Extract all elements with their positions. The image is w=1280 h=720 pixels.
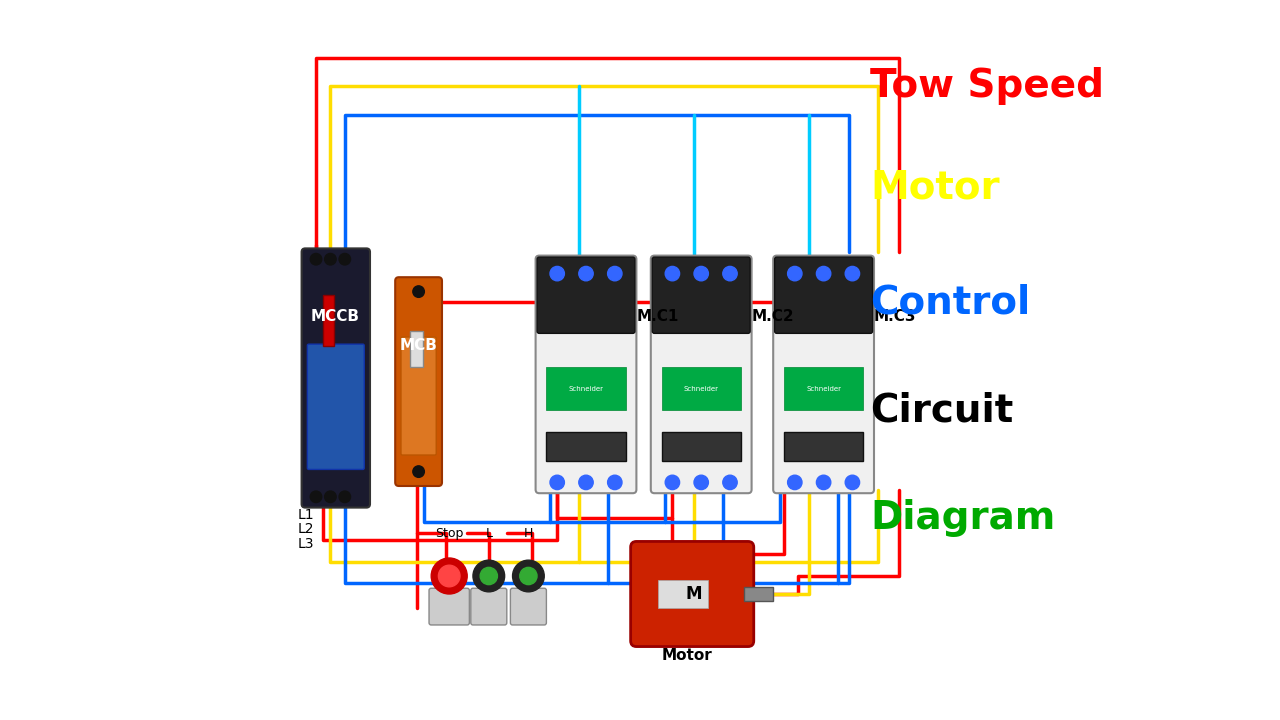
Circle shape bbox=[310, 491, 321, 503]
Circle shape bbox=[608, 475, 622, 490]
Circle shape bbox=[413, 286, 425, 297]
Text: Schneider: Schneider bbox=[806, 386, 841, 392]
Circle shape bbox=[845, 266, 860, 281]
Text: Stop: Stop bbox=[435, 527, 463, 540]
FancyBboxPatch shape bbox=[511, 588, 547, 625]
Circle shape bbox=[480, 567, 498, 585]
Text: Schneider: Schneider bbox=[684, 386, 718, 392]
Circle shape bbox=[325, 491, 337, 503]
Text: L: L bbox=[485, 527, 493, 540]
FancyBboxPatch shape bbox=[631, 541, 754, 647]
FancyBboxPatch shape bbox=[429, 588, 470, 625]
Text: Schneider: Schneider bbox=[568, 386, 603, 392]
Circle shape bbox=[723, 266, 737, 281]
Text: Circuit: Circuit bbox=[870, 392, 1014, 429]
Bar bbox=[547, 432, 626, 461]
Bar bbox=[662, 432, 741, 461]
Bar bbox=[662, 367, 741, 410]
Text: Diagram: Diagram bbox=[870, 500, 1056, 537]
Bar bbox=[745, 587, 773, 601]
FancyBboxPatch shape bbox=[538, 257, 635, 333]
Circle shape bbox=[339, 253, 351, 265]
Circle shape bbox=[666, 475, 680, 490]
FancyBboxPatch shape bbox=[774, 257, 873, 333]
Circle shape bbox=[339, 491, 351, 503]
Text: M.C1: M.C1 bbox=[636, 310, 678, 324]
Bar bbox=[547, 367, 626, 410]
Circle shape bbox=[694, 475, 708, 490]
Text: MCB: MCB bbox=[399, 338, 438, 353]
FancyBboxPatch shape bbox=[471, 588, 507, 625]
Circle shape bbox=[723, 475, 737, 490]
Text: M.C3: M.C3 bbox=[874, 310, 916, 324]
Circle shape bbox=[817, 266, 831, 281]
FancyBboxPatch shape bbox=[773, 256, 874, 493]
Circle shape bbox=[550, 266, 564, 281]
Text: L1: L1 bbox=[298, 508, 315, 522]
FancyBboxPatch shape bbox=[401, 337, 436, 455]
Text: H: H bbox=[524, 527, 532, 540]
FancyBboxPatch shape bbox=[302, 248, 370, 508]
Circle shape bbox=[579, 266, 593, 281]
Text: M.C2: M.C2 bbox=[751, 310, 794, 324]
Circle shape bbox=[520, 567, 538, 585]
Text: L2: L2 bbox=[298, 522, 315, 536]
Text: M: M bbox=[686, 585, 703, 603]
Circle shape bbox=[787, 475, 803, 490]
Circle shape bbox=[608, 266, 622, 281]
Bar bbox=[658, 580, 708, 608]
Circle shape bbox=[666, 266, 680, 281]
Text: Motor: Motor bbox=[662, 648, 712, 662]
Circle shape bbox=[817, 475, 831, 490]
Text: Control: Control bbox=[870, 284, 1030, 321]
Text: MCCB: MCCB bbox=[311, 310, 360, 324]
Circle shape bbox=[579, 475, 593, 490]
FancyBboxPatch shape bbox=[653, 257, 750, 333]
Circle shape bbox=[550, 475, 564, 490]
Bar bbox=[410, 331, 422, 367]
Circle shape bbox=[310, 253, 321, 265]
Bar bbox=[324, 295, 334, 346]
Circle shape bbox=[325, 253, 337, 265]
Circle shape bbox=[787, 266, 803, 281]
FancyBboxPatch shape bbox=[535, 256, 636, 493]
Circle shape bbox=[438, 565, 460, 587]
Circle shape bbox=[512, 560, 544, 592]
Text: L3: L3 bbox=[298, 536, 315, 551]
Circle shape bbox=[431, 558, 467, 594]
Bar bbox=[783, 367, 863, 410]
Circle shape bbox=[694, 266, 708, 281]
Circle shape bbox=[474, 560, 504, 592]
Circle shape bbox=[413, 466, 425, 477]
FancyBboxPatch shape bbox=[396, 277, 442, 486]
FancyBboxPatch shape bbox=[650, 256, 751, 493]
Circle shape bbox=[845, 475, 860, 490]
Bar bbox=[783, 432, 863, 461]
Text: Tow Speed: Tow Speed bbox=[870, 68, 1105, 105]
FancyBboxPatch shape bbox=[307, 344, 365, 469]
Text: Motor: Motor bbox=[870, 168, 1000, 206]
